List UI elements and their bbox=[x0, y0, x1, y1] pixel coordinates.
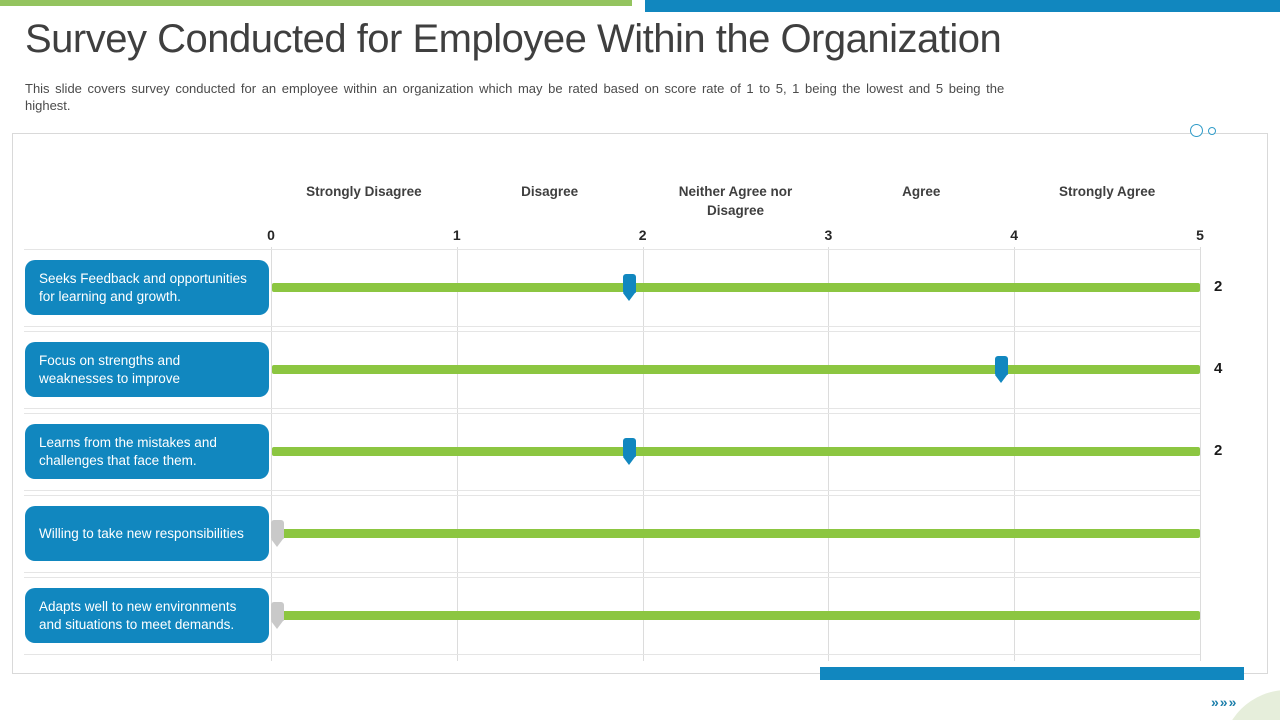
row-value-label: 4 bbox=[1214, 360, 1223, 377]
page-title: Survey Conducted for Employee Within the… bbox=[25, 17, 1002, 61]
slider-thumb-tip bbox=[994, 375, 1007, 383]
top-accent-green-bar bbox=[0, 0, 632, 6]
axis-tick-label: 5 bbox=[1196, 227, 1204, 243]
axis-tick-label: 4 bbox=[1010, 227, 1019, 243]
slider-track bbox=[272, 529, 1200, 538]
slider-track bbox=[272, 283, 1200, 292]
scale-header-label: Strongly Agree bbox=[1058, 184, 1156, 199]
slider-thumb-stem bbox=[271, 520, 284, 539]
survey-row: Focus on strengths and weaknesses to imp… bbox=[24, 331, 1200, 409]
row-category-label: Seeks Feedback and opportunities for lea… bbox=[25, 260, 269, 315]
slider-thumb-stem bbox=[994, 356, 1008, 375]
slider-thumb-tip bbox=[271, 621, 283, 629]
scale-header-label: Agree bbox=[902, 184, 941, 199]
slider-thumb[interactable] bbox=[623, 438, 637, 465]
row-category-label: Focus on strengths and weaknesses to imp… bbox=[25, 342, 269, 397]
slider-thumb[interactable] bbox=[271, 602, 284, 629]
next-arrows-icon[interactable]: »»» bbox=[1211, 694, 1238, 710]
axis-tick-label: 0 bbox=[267, 227, 275, 243]
gridline bbox=[271, 247, 272, 661]
slider-thumb-stem bbox=[271, 602, 284, 621]
row-category-label: Willing to take new responsibilities bbox=[25, 506, 269, 561]
decorative-circle-large-icon bbox=[1190, 124, 1203, 137]
survey-row: Willing to take new responsibilities bbox=[24, 495, 1200, 573]
decorative-circle-small-icon bbox=[1208, 127, 1216, 135]
scale-header-label: Neither Agree nor Disagree bbox=[678, 184, 793, 218]
slider-thumb-stem bbox=[623, 274, 637, 293]
gridline bbox=[1200, 247, 1201, 661]
axis-tick-label: 2 bbox=[638, 227, 647, 243]
slider-thumb-tip bbox=[271, 539, 283, 547]
slider-thumb[interactable] bbox=[994, 356, 1008, 383]
slider-thumb-tip bbox=[623, 457, 636, 465]
slider-track bbox=[272, 365, 1200, 374]
row-category-label: Adapts well to new environments and situ… bbox=[25, 588, 269, 643]
axis-tick-label: 3 bbox=[824, 227, 833, 243]
survey-row: Seeks Feedback and opportunities for lea… bbox=[24, 249, 1200, 327]
top-accent-blue-bar bbox=[645, 0, 1280, 12]
row-category-label: Learns from the mistakes and challenges … bbox=[25, 424, 269, 479]
scale-header-label: Disagree bbox=[521, 184, 579, 199]
row-value-label: 2 bbox=[1214, 278, 1223, 295]
slider-track bbox=[272, 447, 1200, 456]
scale-header-label: Strongly Disagree bbox=[306, 184, 422, 199]
survey-row: Adapts well to new environments and situ… bbox=[24, 577, 1200, 655]
slider-thumb-stem bbox=[623, 438, 637, 457]
bottom-accent-bar bbox=[820, 667, 1244, 680]
slider-thumb[interactable] bbox=[623, 274, 637, 301]
chart-frame bbox=[12, 133, 1268, 674]
slider-thumb[interactable] bbox=[271, 520, 284, 547]
row-value-label: 2 bbox=[1214, 442, 1223, 459]
slider-thumb-tip bbox=[623, 293, 636, 301]
survey-row: Learns from the mistakes and challenges … bbox=[24, 413, 1200, 491]
slide-subtitle: This slide covers survey conducted for a… bbox=[25, 81, 1005, 113]
axis-tick-label: 1 bbox=[452, 227, 461, 243]
slider-track bbox=[272, 611, 1200, 620]
